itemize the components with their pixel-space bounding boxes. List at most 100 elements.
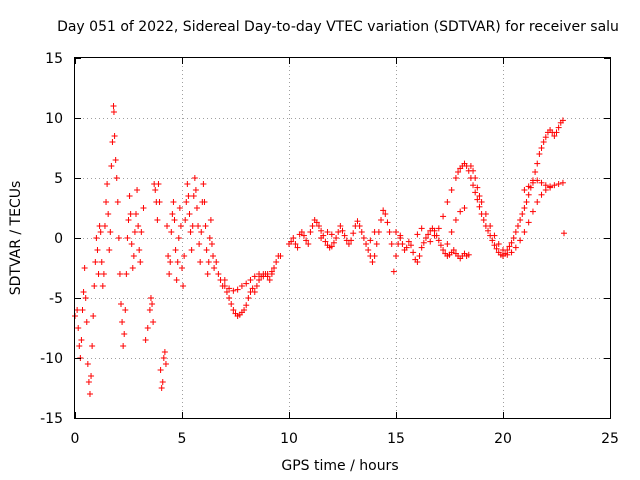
data-point: [131, 229, 138, 235]
data-point: [213, 259, 220, 265]
data-point: [88, 373, 95, 379]
data-point: [144, 325, 151, 331]
data-point: [405, 238, 412, 245]
data-point: [142, 337, 149, 343]
data-point: [560, 230, 567, 237]
data-point: [399, 241, 406, 247]
data-point: [313, 219, 320, 226]
data-point: [365, 247, 372, 253]
data-point: [506, 243, 513, 250]
data-point: [110, 103, 117, 109]
data-point: [542, 134, 549, 141]
data-point: [373, 241, 380, 247]
data-point: [108, 163, 115, 169]
y-tick-label: 5: [54, 171, 63, 187]
data-point: [94, 247, 101, 253]
data-point: [243, 280, 250, 287]
data-point: [191, 175, 198, 181]
data-point: [371, 229, 378, 235]
data-point: [474, 184, 481, 191]
data-point: [137, 259, 144, 265]
data-point: [98, 259, 105, 265]
data-point: [288, 238, 295, 245]
data-point: [350, 230, 357, 237]
data-point: [172, 247, 179, 253]
data-point: [264, 271, 271, 277]
x-tick-label: 10: [280, 431, 298, 447]
data-point: [510, 235, 517, 241]
data-point: [80, 289, 87, 295]
y-axis-title: SDTVAR / TECUs: [8, 181, 24, 296]
data-point: [504, 251, 511, 258]
x-tick-label: 15: [387, 431, 405, 447]
data-point: [228, 301, 235, 307]
data-point: [335, 229, 342, 235]
data-point: [547, 183, 554, 190]
data-point: [186, 211, 193, 217]
data-point: [111, 133, 118, 139]
data-point: [120, 343, 127, 349]
x-tick-label: 20: [494, 431, 512, 447]
data-point: [455, 169, 462, 175]
data-point: [517, 237, 524, 244]
data-point: [318, 235, 325, 241]
data-point: [165, 253, 172, 259]
data-point: [175, 235, 182, 241]
data-point: [390, 268, 397, 275]
data-point: [416, 253, 423, 259]
data-point: [79, 307, 86, 313]
data-point: [393, 253, 399, 259]
data-point: [268, 268, 275, 275]
data-point: [110, 109, 117, 115]
data-point: [487, 223, 494, 229]
data-point: [271, 265, 278, 271]
data-point: [125, 217, 132, 223]
data-point: [553, 129, 560, 136]
data-point: [113, 175, 120, 181]
y-tick-label: 15: [45, 51, 63, 67]
data-point: [363, 241, 370, 247]
data-point: [345, 241, 352, 247]
data-point: [542, 182, 549, 189]
data-point: [160, 355, 167, 361]
data-point: [177, 223, 184, 229]
data-point: [114, 199, 121, 205]
chart-title: Day 051 of 2022, Sidereal Day-to-day VTE…: [57, 19, 619, 35]
data-point: [356, 223, 363, 229]
data-point: [529, 208, 536, 215]
data-point: [380, 207, 387, 214]
data-point: [407, 242, 414, 249]
data-point: [467, 163, 474, 169]
data-point: [82, 295, 89, 301]
x-axis-title: GPS time / hours: [281, 458, 398, 474]
data-point: [130, 253, 137, 259]
data-point: [81, 265, 88, 271]
data-point: [184, 181, 191, 187]
data-point: [226, 285, 233, 292]
data-points: [72, 103, 567, 397]
data-point: [559, 179, 566, 186]
data-point: [179, 265, 185, 271]
data-point: [367, 237, 374, 244]
data-point: [251, 289, 258, 295]
data-point: [358, 229, 365, 235]
data-point: [273, 259, 280, 265]
data-point: [534, 160, 541, 167]
data-point: [371, 253, 378, 259]
data-point: [121, 331, 128, 337]
data-point: [100, 271, 107, 277]
data-point: [538, 179, 545, 186]
data-point: [83, 319, 90, 325]
data-point: [180, 283, 187, 289]
data-point: [328, 243, 335, 250]
data-point: [322, 238, 329, 245]
data-point: [238, 283, 245, 289]
data-point: [260, 273, 267, 280]
grid: [75, 58, 610, 418]
data-point: [158, 385, 165, 391]
data-point: [127, 211, 134, 217]
data-point: [107, 229, 114, 235]
data-point: [482, 211, 489, 217]
data-point: [221, 277, 228, 283]
